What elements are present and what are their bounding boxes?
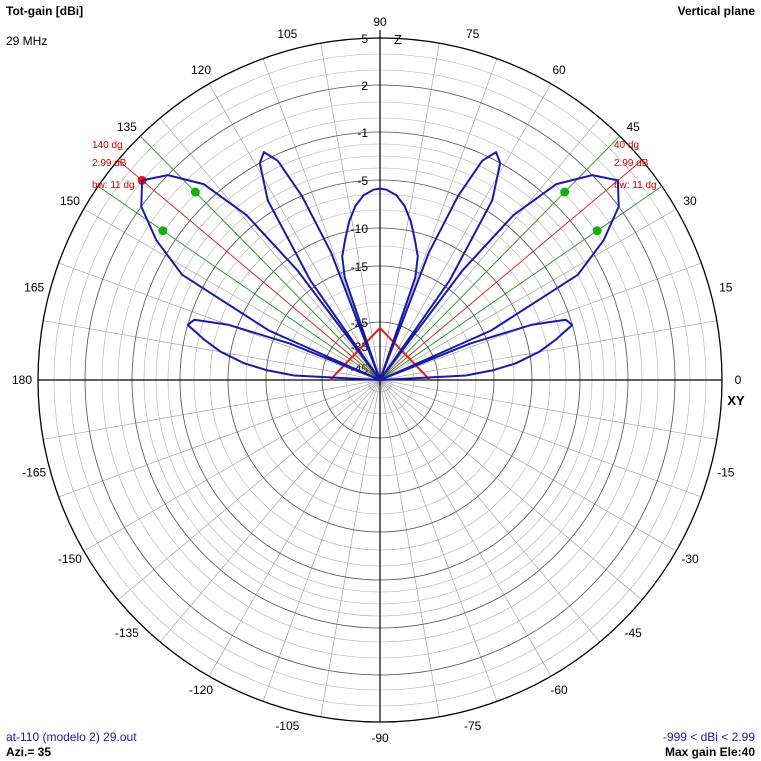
grid-spoke bbox=[379, 379, 552, 677]
annotation-right: bw: 11 dg bbox=[614, 180, 657, 191]
angle-tick-label: 105 bbox=[277, 27, 297, 41]
angle-tick-label: -150 bbox=[58, 552, 82, 566]
grid-spoke bbox=[43, 320, 381, 381]
grid-spoke bbox=[117, 379, 381, 601]
annotation-right: 2.99 dB bbox=[614, 158, 649, 169]
angle-tick-label: -105 bbox=[275, 719, 299, 733]
angle-tick-label: 75 bbox=[466, 27, 480, 41]
grid-spoke bbox=[379, 379, 643, 601]
grid-spoke bbox=[379, 208, 677, 381]
angle-tick-label: 15 bbox=[719, 280, 733, 294]
file-label: at-110 (modelo 2) 29.out bbox=[6, 730, 137, 744]
angle-tick-label: 165 bbox=[24, 280, 44, 294]
angle-tick-label: -75 bbox=[464, 719, 482, 733]
angle-tick-label: 150 bbox=[60, 194, 80, 208]
radial-tick-label: 5 bbox=[361, 32, 368, 46]
frequency-label: 29 MHz bbox=[6, 34, 48, 48]
annotation-left: 2.99 dB bbox=[92, 158, 127, 169]
antenna-sketch bbox=[329, 326, 431, 381]
grid-spoke bbox=[379, 379, 702, 498]
grid-spoke bbox=[320, 43, 381, 381]
max-gain-label: Max gain Ele:40 bbox=[664, 745, 755, 759]
annotation-left: 140 dg bbox=[92, 140, 123, 151]
angle-tick-label: 30 bbox=[683, 194, 697, 208]
radial-tick-label: -5 bbox=[357, 174, 368, 188]
grid-spoke bbox=[43, 379, 381, 440]
z-axis-label: Z bbox=[394, 32, 402, 47]
range-label: -999 < dBi < 2.99 bbox=[662, 730, 755, 744]
grid-spoke bbox=[379, 83, 552, 381]
angle-tick-label: 120 bbox=[191, 63, 211, 77]
grid-spoke bbox=[379, 379, 440, 717]
grid-spoke bbox=[208, 379, 381, 677]
pattern-curve bbox=[140, 151, 620, 381]
plane-label: Vertical plane bbox=[677, 4, 755, 18]
xy-axis-label: XY bbox=[727, 393, 745, 408]
grid-spoke bbox=[58, 262, 381, 381]
grid-spoke bbox=[379, 379, 498, 702]
radial-tick-label: -1 bbox=[357, 126, 368, 140]
angle-tick-label: 60 bbox=[552, 63, 566, 77]
grid-spoke bbox=[379, 379, 601, 643]
beamwidth-line bbox=[379, 135, 621, 381]
angle-tick-label: -60 bbox=[550, 683, 568, 697]
angle-tick-label: -30 bbox=[681, 552, 699, 566]
grid-spoke bbox=[58, 379, 381, 498]
grid-spoke bbox=[379, 262, 702, 381]
beamwidth-line bbox=[139, 135, 381, 381]
grid-spoke bbox=[379, 379, 717, 440]
grid-spoke bbox=[379, 43, 440, 381]
radial-tick-label: -15 bbox=[351, 260, 369, 274]
grid-spoke bbox=[208, 83, 381, 381]
grid-spoke bbox=[320, 379, 381, 717]
angle-tick-label: 180 bbox=[12, 373, 32, 387]
angle-tick-label: 45 bbox=[626, 120, 640, 134]
beamwidth-marker bbox=[190, 187, 200, 197]
beamwidth-marker bbox=[560, 187, 570, 197]
annotation-left: bw: 11 dg bbox=[92, 180, 135, 191]
angle-tick-label: -90 bbox=[371, 731, 389, 745]
angle-tick-label: 135 bbox=[117, 120, 137, 134]
chart-title: Tot-gain [dBi] bbox=[6, 4, 84, 18]
grid-spoke bbox=[379, 320, 717, 381]
beamwidth-marker bbox=[158, 226, 168, 236]
angle-tick-label: -120 bbox=[189, 683, 213, 697]
annotation-right: 40 dg bbox=[614, 140, 639, 151]
angle-tick-label: 0 bbox=[735, 373, 742, 387]
grid-spoke bbox=[83, 379, 381, 552]
max-gain-line bbox=[117, 159, 381, 381]
beamwidth-line bbox=[97, 185, 381, 381]
grid-spoke bbox=[262, 379, 381, 702]
grid-spoke bbox=[379, 117, 601, 381]
max-gain-line bbox=[379, 159, 643, 381]
grid-spoke bbox=[159, 379, 381, 643]
radial-tick-label: -10 bbox=[351, 222, 369, 236]
grid-spoke bbox=[379, 379, 677, 552]
azimuth-label: Azi.= 35 bbox=[6, 745, 52, 759]
grid-spoke bbox=[159, 117, 381, 381]
beamwidth-line bbox=[379, 185, 663, 381]
beamwidth-marker bbox=[592, 226, 602, 236]
angle-tick-label: -165 bbox=[22, 466, 46, 480]
radial-tick-label: 2 bbox=[361, 79, 368, 93]
angle-tick-label: -15 bbox=[717, 466, 735, 480]
grid-spoke bbox=[83, 208, 381, 381]
angle-tick-label: 90 bbox=[373, 15, 387, 29]
angle-tick-label: -45 bbox=[624, 626, 642, 640]
angle-tick-label: -135 bbox=[115, 626, 139, 640]
